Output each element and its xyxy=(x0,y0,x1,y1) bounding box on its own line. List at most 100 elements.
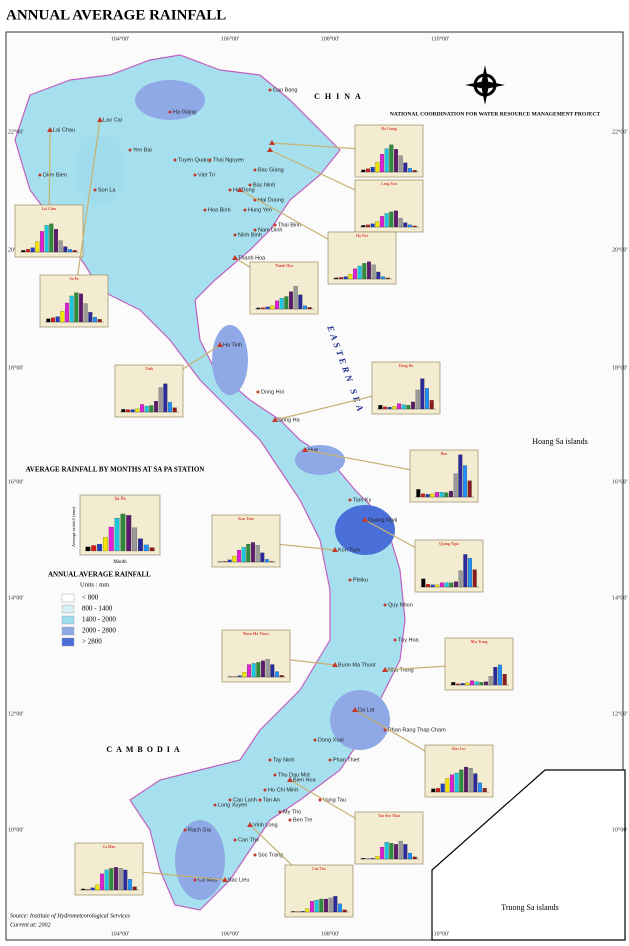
station-chart-frame xyxy=(211,514,281,568)
rainfall-bar xyxy=(470,680,474,686)
city-label: Kon Tum xyxy=(338,547,360,553)
city-dot xyxy=(208,158,212,162)
city-dot xyxy=(248,183,252,187)
city-label: Vinh Long xyxy=(253,822,278,828)
rainfall-bar xyxy=(144,405,149,413)
rainfall-bar xyxy=(126,515,132,552)
rainfall-bar xyxy=(269,561,274,563)
legend-label: 800 - 1400 xyxy=(82,605,113,613)
rainfall-bar xyxy=(265,306,270,310)
rainfall-bar xyxy=(375,221,380,228)
latitude-label: 12°00' xyxy=(612,710,627,717)
city-label: Bac Ninh xyxy=(253,182,275,188)
rainfall-bar xyxy=(430,493,435,498)
rainfall-bar xyxy=(338,903,342,913)
rainfall-bar xyxy=(464,766,468,793)
city-dot xyxy=(38,173,42,177)
rainfall-bar xyxy=(453,473,458,498)
rainfall-bar xyxy=(479,682,484,686)
rain-zone xyxy=(295,445,345,475)
city-label: Phan Rang Thap Cham xyxy=(388,727,446,733)
station-chart-frame xyxy=(354,124,424,178)
rainfall-bar xyxy=(86,889,90,891)
rainfall-bar xyxy=(279,675,284,678)
rainfall-bar xyxy=(140,404,144,413)
rainfall-bar xyxy=(370,858,375,860)
rainfall-bar xyxy=(380,216,384,228)
station-marker xyxy=(332,547,338,552)
rainfall-bar xyxy=(460,683,465,686)
rainfall-bar xyxy=(362,263,367,280)
rainfall-bar xyxy=(348,274,353,280)
city-label: Ninh Binh xyxy=(238,232,262,238)
rainfall-bar xyxy=(93,317,97,323)
station-name: Ha Noi xyxy=(356,233,369,238)
city-dot xyxy=(233,233,237,237)
rainfall-bar xyxy=(384,148,389,173)
city-dot xyxy=(263,788,267,792)
rainfall-bar xyxy=(435,492,439,498)
rainfall-bar xyxy=(289,291,293,310)
rainfall-bar xyxy=(403,844,408,860)
city-dot xyxy=(348,578,352,582)
rainfall-bar xyxy=(458,454,463,498)
city-label: Cao Lanh xyxy=(233,797,257,803)
city-label: Bac Lieu xyxy=(228,877,249,883)
rainfall-bar xyxy=(370,167,375,173)
rainfall-bar xyxy=(468,558,472,588)
rainfall-bar xyxy=(439,492,444,498)
station-name: Nha Trang xyxy=(470,639,487,644)
city-label: Hai Duong xyxy=(258,197,284,203)
station-chart-frame xyxy=(284,864,354,918)
rainfall-bar xyxy=(44,225,49,253)
rainfall-bar xyxy=(387,407,392,410)
city-label: Pleiku xyxy=(353,577,368,583)
rainfall-bar xyxy=(406,405,411,410)
station-name: Ca Mau xyxy=(103,844,116,849)
rainfall-bar xyxy=(68,249,72,253)
rainfall-bar xyxy=(251,542,255,563)
station-marker xyxy=(237,187,243,192)
rainfall-bar xyxy=(121,409,126,413)
rain-zone xyxy=(75,135,125,205)
rainfall-bar xyxy=(40,231,44,253)
station-marker xyxy=(247,822,253,827)
latitude-label: 12°00' xyxy=(8,710,23,717)
rainfall-bar xyxy=(431,788,436,793)
latitude-label: 16°00' xyxy=(612,478,627,485)
rainfall-bar xyxy=(389,843,394,860)
rainfall-bar xyxy=(251,663,256,678)
rainfall-bar xyxy=(26,249,30,253)
rainfall-bar xyxy=(361,225,366,228)
rainfall-bar xyxy=(227,559,232,563)
rainfall-bar xyxy=(126,409,130,413)
city-label: Rach Gia xyxy=(188,827,212,833)
legend-label: > 2800 xyxy=(82,638,102,646)
rainfall-bar xyxy=(474,681,479,686)
rainfall-bar xyxy=(130,409,135,413)
latitude-label: 14°00' xyxy=(612,594,627,601)
latitude-label: 16°00' xyxy=(8,478,23,485)
city-label: Quang Ngai xyxy=(368,517,397,523)
rainfall-bar xyxy=(484,681,488,686)
rainfall-bar xyxy=(430,584,435,588)
city-dot xyxy=(173,158,177,162)
rainfall-bar xyxy=(459,769,464,793)
city-label: Yen Bai xyxy=(133,147,152,153)
station-name: Lai Chau xyxy=(42,206,57,211)
rainfall-bar xyxy=(436,788,440,793)
station-marker xyxy=(332,662,338,667)
rainfall-bar xyxy=(307,307,312,310)
rainfall-bar xyxy=(478,782,482,793)
city-label: Tay Ninh xyxy=(273,757,294,763)
rainfall-bar xyxy=(260,552,265,563)
city-label: Ben Tre xyxy=(293,817,312,823)
rainfall-bar xyxy=(421,493,425,498)
rainfall-bar xyxy=(241,547,246,563)
rainfall-bar xyxy=(412,170,417,173)
rainfall-bar xyxy=(444,582,449,588)
city-dot xyxy=(258,798,262,802)
city-label: Tan An xyxy=(263,797,280,803)
station-marker xyxy=(382,667,388,672)
